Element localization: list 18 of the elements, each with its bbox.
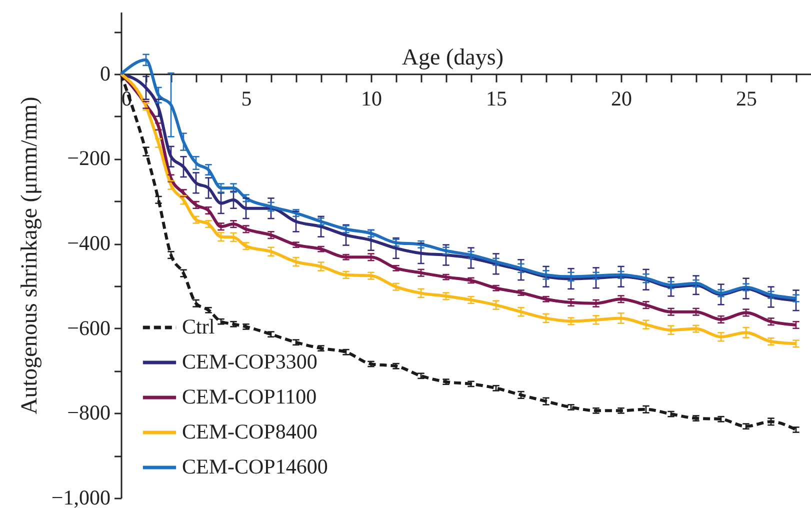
y-axis-title: Autogenous shrinkage (μmm/mm)	[16, 96, 42, 414]
y-tick-label: 0	[100, 61, 110, 86]
x-tick-label: 15	[486, 86, 507, 110]
x-tick-label: 20	[611, 86, 632, 110]
x-tick-label: 25	[736, 86, 757, 110]
legend-label: CEM-COP8400	[182, 420, 318, 444]
legend-label: CEM-COP14600	[182, 454, 328, 478]
y-tick-label: −800	[67, 400, 110, 425]
y-tick-label: −200	[67, 146, 110, 170]
x-tick-label: 10	[361, 86, 382, 110]
legend-label: CEM-COP1100	[182, 384, 317, 408]
x-axis-title: Age (days)	[402, 44, 504, 70]
legend-label: Ctrl	[182, 314, 215, 338]
y-tick-label: −400	[67, 231, 110, 256]
y-tick-label: −1,000	[51, 486, 110, 508]
y-tick-label: −600	[67, 316, 110, 340]
legend-label: CEM-COP3300	[182, 350, 318, 374]
x-tick-label: 5	[241, 86, 252, 110]
